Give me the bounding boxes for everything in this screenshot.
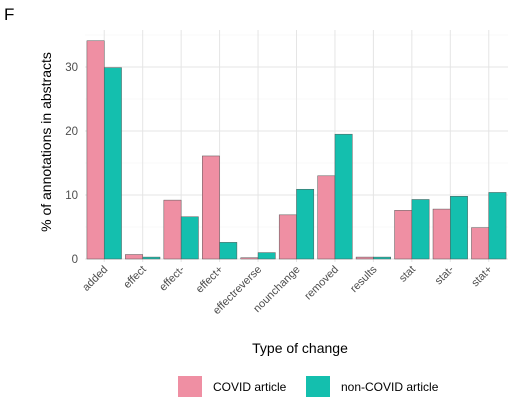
legend-swatch-covid: [178, 376, 202, 397]
x-tick-label: effect-: [157, 263, 187, 293]
bar-covid-removed: [317, 175, 336, 260]
x-tick-label: added: [80, 264, 110, 294]
legend-label-covid: COVID article: [213, 380, 287, 394]
bar-covid-stat: [394, 210, 413, 260]
legend: COVID article non-COVID article: [178, 376, 439, 397]
x-tick-label: stat: [397, 264, 418, 285]
bar-covid-stat-: [432, 208, 451, 260]
x-tick-labels: added effect effect-effect+effectreverseno…: [80, 263, 495, 317]
bar-noncovid-effect+: [219, 242, 238, 260]
bar-covid-added: [86, 40, 105, 260]
y-tick-label: 0: [72, 254, 78, 266]
x-tick-label: removed: [302, 264, 341, 303]
y-axis-title: % of annotations in abstracts: [38, 52, 54, 232]
x-axis-title: Type of change: [252, 340, 348, 356]
bar-noncovid-effect-: [180, 216, 199, 260]
x-tick-label: effect+: [194, 264, 226, 296]
x-tick-label: stat-: [433, 263, 457, 287]
y-tick-label: 30: [65, 62, 78, 74]
bar-covid-effectreverse: [240, 257, 259, 260]
bar-noncovid-results: [373, 256, 391, 260]
x-tick-label: effect: [121, 264, 148, 291]
bar-noncovid-nounchange: [296, 188, 315, 260]
legend-swatch-noncovid: [306, 376, 330, 397]
bar-covid-effect-: [163, 199, 182, 260]
bar-covid-stat+: [471, 227, 490, 260]
bar-covid-effect: [125, 254, 143, 260]
bar-noncovid-stat+: [488, 192, 507, 260]
bar-noncovid-added: [103, 67, 122, 260]
y-tick-label: 10: [65, 190, 78, 202]
bar-covid-effect+: [202, 155, 220, 260]
x-tick-label: stat+: [469, 264, 495, 290]
y-tick-labels: 0 10 20 30: [65, 62, 78, 266]
panel-label: F: [4, 5, 14, 24]
bar-noncovid-effect: [142, 256, 161, 260]
y-tick-label: 20: [65, 126, 78, 138]
bar-noncovid-removed: [334, 133, 353, 260]
bar-covid-results: [355, 256, 374, 260]
bar-noncovid-stat-: [450, 196, 468, 260]
bar-covid-nounchange: [278, 214, 297, 260]
legend-label-noncovid: non-COVID article: [341, 380, 439, 394]
bar-noncovid-effectreverse: [257, 252, 276, 260]
x-tick-label: results: [348, 263, 380, 295]
bar-noncovid-stat: [411, 199, 430, 260]
bars: [86, 40, 507, 260]
